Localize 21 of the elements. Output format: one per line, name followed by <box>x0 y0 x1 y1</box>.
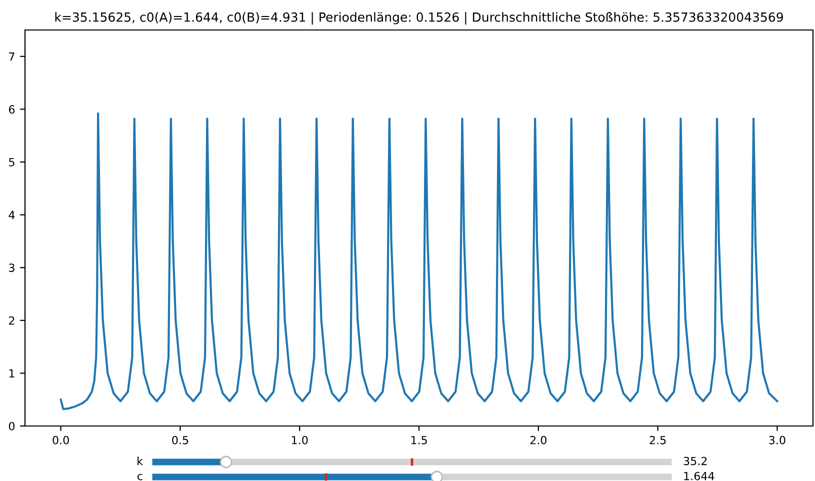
line-series <box>60 112 778 410</box>
x-tick-label: 1.0 <box>292 436 308 444</box>
x-tick-label: 0.5 <box>172 436 188 444</box>
y-tick-label: 2 <box>9 316 14 325</box>
text: c <box>138 474 142 480</box>
y-tick-label: 6 <box>8 105 15 114</box>
text: k <box>138 456 143 466</box>
x-tick-label: 3.0 <box>769 436 786 444</box>
x-tick-label: 2.5 <box>650 436 666 444</box>
x-tick-label: 1.5 <box>411 436 427 444</box>
y-tick-label: 0 <box>8 422 15 430</box>
y-tick-label: 4 <box>8 210 15 220</box>
x-tick-label: 2.0 <box>530 436 546 444</box>
y-tick-label: 3 <box>9 264 14 272</box>
text: 35.2 <box>684 456 707 466</box>
y-tick-label: 7 <box>9 52 14 61</box>
y-tick-label: 5 <box>9 158 14 166</box>
text: 1.644 <box>684 472 714 480</box>
y-tick-label: 1 <box>9 369 14 378</box>
chart-title: k=35.15625, c0(A)=1.644, c0(B)=4.931 | Periodenlänge: 0.1526 | Durchschnittliche Stoßhöhe: 5.357363320043569 <box>55 12 783 25</box>
x-tick-label: 0.0 <box>52 436 69 444</box>
